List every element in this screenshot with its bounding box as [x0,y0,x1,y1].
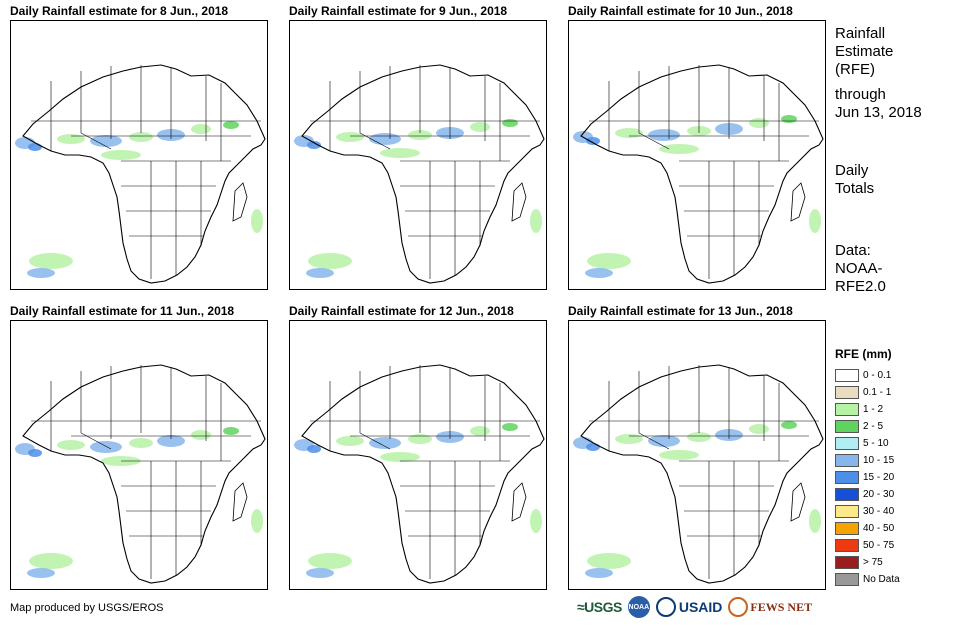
legend-item: 0.1 - 1 [835,384,900,401]
legend-label: 50 - 75 [863,540,895,551]
side-heading-line-3: (RFE) [835,61,875,78]
legend-label: 0.1 - 1 [863,387,892,398]
legend-label: > 75 [863,557,883,568]
side-data-line-2: NOAA- [835,260,883,277]
side-heading: Rainfall Estimate (RFE) [835,25,893,79]
legend-swatch [835,539,859,552]
map-panel-2 [289,20,547,290]
usaid-logo: USAID [655,597,723,617]
legend-swatch [835,369,859,382]
side-heading-line-1: Rainfall [835,25,886,42]
side-heading-line-2: Estimate [835,43,894,60]
map-panel-1 [10,20,268,290]
side-through: through Jun 13, 2018 [835,86,922,122]
legend-swatch [835,386,859,399]
legend-label: 40 - 50 [863,523,895,534]
panel-title-3: Daily Rainfall estimate for 10 Jun., 201… [568,4,793,18]
legend-item: 5 - 10 [835,435,900,452]
legend-swatch [835,488,859,501]
side-through-line-2: Jun 13, 2018 [835,104,922,121]
legend-item: 20 - 30 [835,486,900,503]
map-panel-6 [568,320,826,590]
legend-label: 30 - 40 [863,506,895,517]
legend-label: 1 - 2 [863,404,884,415]
legend-swatch [835,522,859,535]
legend-label: 15 - 20 [863,472,895,483]
side-data-line-3: RFE2.0 [835,278,886,295]
panel-title-4: Daily Rainfall estimate for 11 Jun., 201… [10,304,235,318]
usaid-seal-icon [655,597,676,617]
fews-globe-icon [728,597,749,617]
legend-swatch [835,471,859,484]
side-data-source: Data: NOAA- RFE2.0 [835,242,886,296]
side-data-line-1: Data: [835,242,871,259]
legend-item: 10 - 15 [835,452,900,469]
legend-label: 5 - 10 [863,438,889,449]
legend-swatch [835,454,859,467]
legend-swatch [835,556,859,569]
credit-text: Map produced by USGS/EROS [10,602,164,614]
panel-title-6: Daily Rainfall estimate for 13 Jun., 201… [568,304,793,318]
noaa-logo: NOAA [627,596,650,618]
legend-item: > 75 [835,554,900,571]
legend-item: 1 - 2 [835,401,900,418]
panel-title-1: Daily Rainfall estimate for 8 Jun., 2018 [10,4,229,18]
usaid-logo-text: USAID [678,599,723,615]
side-through-line-1: through [835,86,886,103]
legend-label: 10 - 15 [863,455,895,466]
legend-item: 50 - 75 [835,537,900,554]
legend-label: 0 - 0.1 [863,370,892,381]
legend-label: 20 - 30 [863,489,895,500]
legend-label: No Data [863,574,900,585]
legend-item: No Data [835,571,900,588]
map-panel-4 [10,320,268,590]
legend-title: RFE (mm) [835,347,892,361]
legend-item: 0 - 0.1 [835,367,900,384]
logo-strip: ≈USGS NOAA USAID FEWS NET [577,595,812,619]
panel-title-2: Daily Rainfall estimate for 9 Jun., 2018 [289,4,508,18]
side-totals: Daily Totals [835,162,874,198]
fews-logo-text: FEWS NET [750,599,813,614]
side-totals-line-1: Daily [835,162,869,179]
legend-swatch [835,573,859,586]
legend-item: 2 - 5 [835,418,900,435]
legend-label: 2 - 5 [863,421,884,432]
map-panel-3 [568,20,826,290]
side-totals-line-2: Totals [835,180,875,197]
panel-title-5: Daily Rainfall estimate for 12 Jun., 201… [289,304,514,318]
legend-item: 40 - 50 [835,520,900,537]
legend-swatch [835,420,859,433]
legend-swatch [835,437,859,450]
legend: 0 - 0.1 0.1 - 1 1 - 2 2 - 5 5 - 10 10 - … [835,367,900,588]
legend-item: 30 - 40 [835,503,900,520]
fews-net-logo: FEWS NET [728,597,812,617]
legend-swatch [835,403,859,416]
legend-item: 15 - 20 [835,469,900,486]
legend-swatch [835,505,859,518]
map-panel-5 [289,320,547,590]
usgs-logo: ≈USGS [577,599,622,615]
